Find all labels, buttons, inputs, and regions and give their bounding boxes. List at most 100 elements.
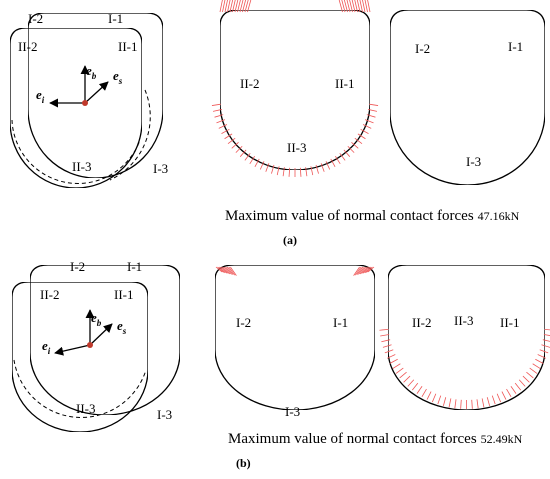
force-line xyxy=(232,0,236,13)
force-line xyxy=(219,0,223,13)
region-label: II-2 xyxy=(18,39,38,54)
region-label: I-3 xyxy=(153,161,168,176)
region-label: II-3 xyxy=(454,313,474,328)
force-line xyxy=(230,266,237,276)
force-line xyxy=(244,152,251,161)
force-line xyxy=(364,266,372,274)
shape xyxy=(215,265,375,410)
force-line xyxy=(535,358,544,364)
force-line xyxy=(222,0,226,13)
region-label: I-2 xyxy=(415,41,430,56)
region-label: I-3 xyxy=(466,154,481,169)
force-line xyxy=(221,128,230,135)
region-label: I-3 xyxy=(285,404,300,419)
region-label: II-3 xyxy=(287,140,307,155)
vector-label: eb xyxy=(91,310,102,328)
region-label: I-2 xyxy=(28,11,43,26)
force-line xyxy=(249,155,255,165)
force-line xyxy=(231,142,239,149)
force-line xyxy=(320,163,325,172)
vector-base: e xyxy=(91,310,97,325)
vector-base: e xyxy=(42,338,48,353)
force-line xyxy=(367,0,371,13)
region-label: I-1 xyxy=(333,315,348,330)
shapes xyxy=(10,10,545,432)
force-line xyxy=(347,145,355,153)
force-line xyxy=(357,133,366,140)
caption-text: Maximum value of normal contact forces xyxy=(225,208,474,224)
force-line xyxy=(362,0,366,13)
force-line xyxy=(358,266,365,275)
force-line xyxy=(407,379,415,387)
force-line xyxy=(351,142,359,149)
region-label: II-3 xyxy=(76,401,96,416)
force-line xyxy=(325,161,331,170)
force-line xyxy=(224,0,228,13)
force-line xyxy=(496,393,502,403)
force-line xyxy=(299,167,302,177)
shape xyxy=(388,265,545,410)
region-label: I-1 xyxy=(127,259,142,274)
force-line xyxy=(354,266,362,276)
force-line xyxy=(367,266,375,273)
force-line xyxy=(501,391,507,400)
force-line xyxy=(223,266,231,275)
force-line xyxy=(360,128,369,135)
force-line xyxy=(532,363,541,369)
force-line xyxy=(537,354,547,359)
force-line xyxy=(215,266,223,273)
vector-label: es xyxy=(117,318,127,336)
force-line xyxy=(481,398,485,408)
force-value: 52.49kN xyxy=(481,432,523,446)
force-line xyxy=(506,388,512,397)
vector-sub: i xyxy=(48,346,51,356)
dashed-curve xyxy=(11,119,141,185)
vector-label: es xyxy=(113,68,123,86)
force-line xyxy=(526,371,534,379)
force-line xyxy=(227,0,231,13)
vector-base: e xyxy=(113,68,119,83)
force-line xyxy=(218,266,226,274)
force-line xyxy=(518,379,526,387)
force-line xyxy=(421,388,427,397)
region-label: II-1 xyxy=(114,287,134,302)
force-line xyxy=(222,266,229,274)
force-line xyxy=(349,0,353,13)
force-line xyxy=(361,266,368,274)
force-line xyxy=(382,344,392,348)
force-line xyxy=(366,114,376,118)
force-line xyxy=(354,137,363,144)
force-line xyxy=(395,367,404,374)
force-line xyxy=(359,0,363,13)
force-line xyxy=(399,371,407,379)
force-line xyxy=(265,163,270,172)
force-line xyxy=(226,266,234,276)
force-line xyxy=(448,398,452,408)
caption-text: Maximum value of normal contact forces xyxy=(228,431,477,447)
force-lines xyxy=(211,0,550,409)
region-label: II-1 xyxy=(118,39,138,54)
force-line xyxy=(386,354,396,359)
force-line xyxy=(353,266,360,276)
force-line xyxy=(362,266,370,274)
force-line xyxy=(310,166,314,176)
force-line xyxy=(254,158,260,168)
panel-label: (a) xyxy=(283,233,297,247)
origin xyxy=(87,342,93,348)
vector-sub: s xyxy=(118,76,123,86)
vector-sub: b xyxy=(92,71,97,81)
force-line xyxy=(343,149,351,157)
axis-arrow xyxy=(84,81,109,104)
force-line xyxy=(224,133,233,140)
force-line xyxy=(338,0,343,13)
region-label: I-2 xyxy=(70,259,85,274)
force-line xyxy=(476,399,479,409)
force-line xyxy=(522,375,530,383)
vector-sub: s xyxy=(122,326,127,336)
force-line xyxy=(541,344,550,348)
force-line xyxy=(437,395,442,405)
force-line xyxy=(220,266,228,274)
force-line xyxy=(486,397,491,406)
